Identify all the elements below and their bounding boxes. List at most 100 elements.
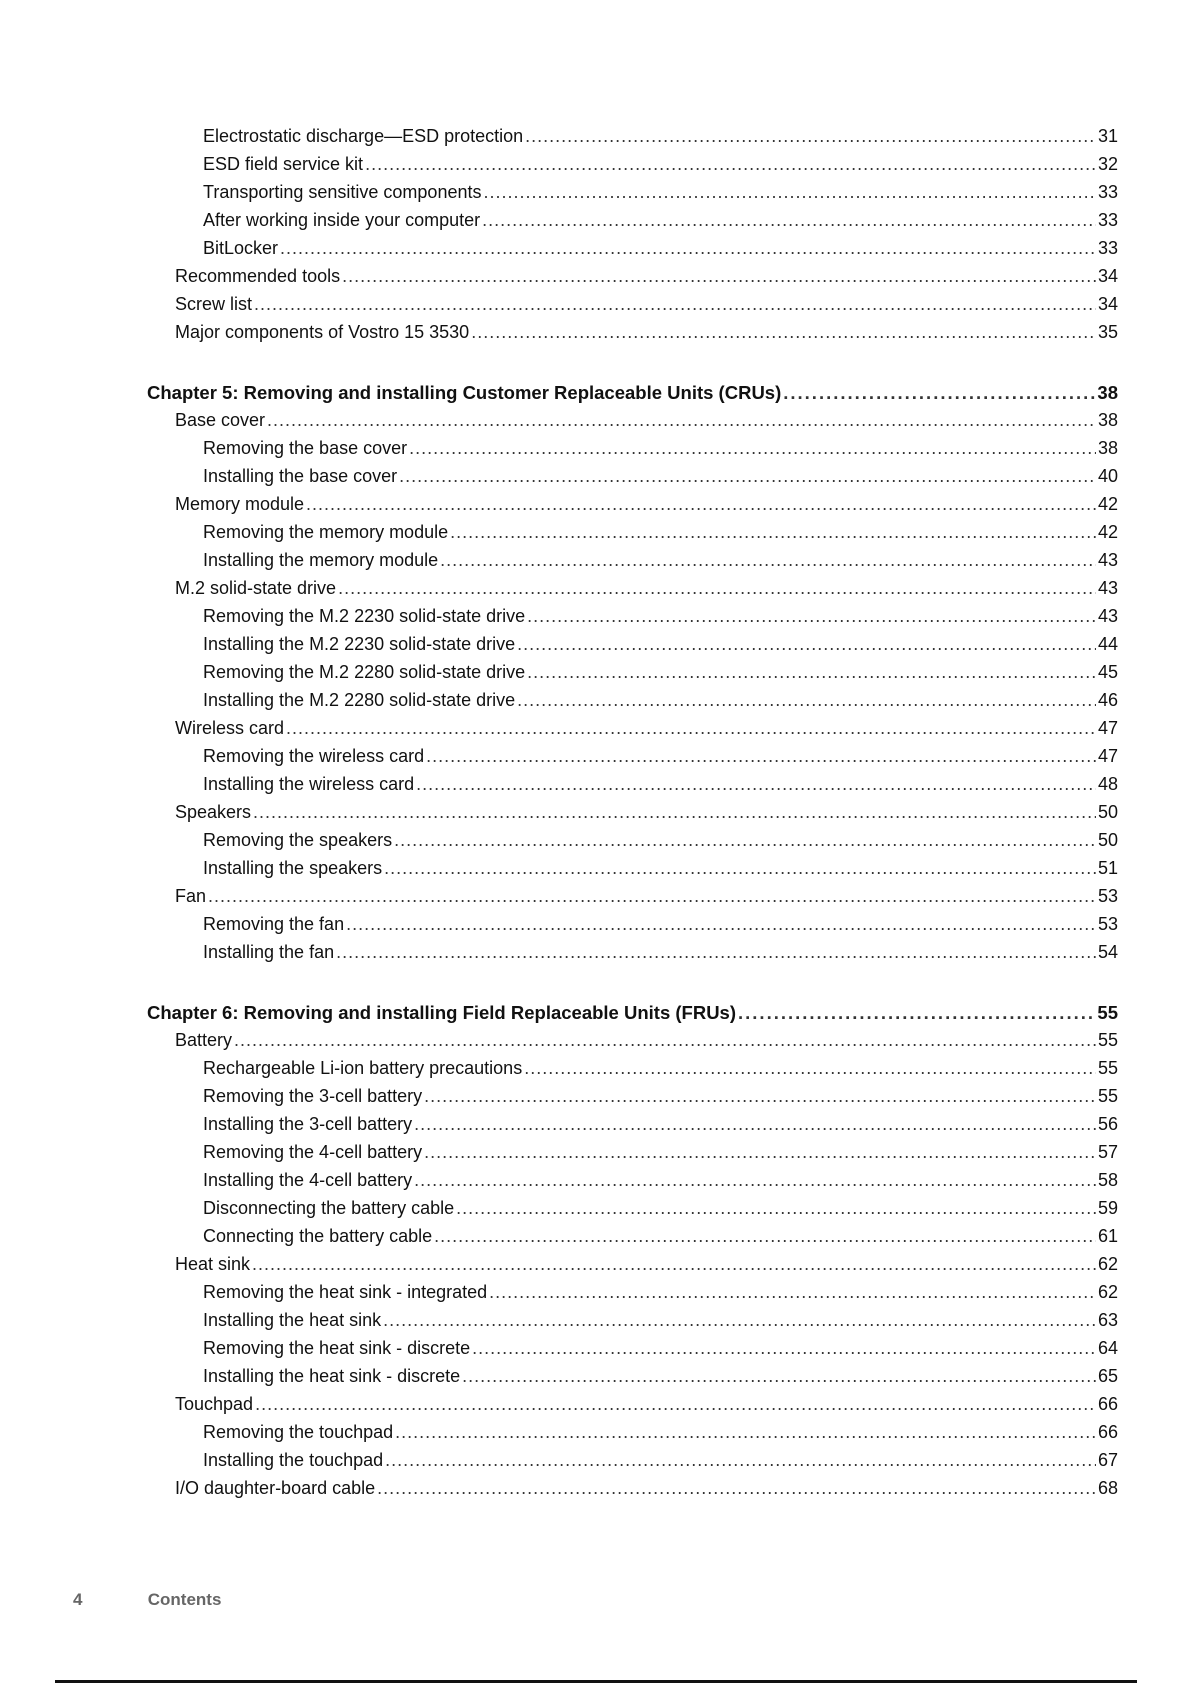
toc-entry-page: 64: [1097, 1338, 1118, 1358]
toc-entry[interactable]: Removing the M.2 2280 solid-state drive 4…: [147, 662, 1118, 690]
toc-entry-title: Removing the 4-cell battery: [203, 1142, 423, 1162]
dot-leader: [394, 830, 1096, 851]
toc-entry[interactable]: Connecting the battery cable 61: [147, 1226, 1118, 1254]
toc-entry-title: Connecting the battery cable: [203, 1226, 433, 1246]
page-footer: 4 Contents: [73, 1590, 221, 1610]
toc-entry[interactable]: Installing the heat sink - discrete 65: [147, 1366, 1118, 1394]
dot-leader: [527, 606, 1096, 627]
toc-entry-title: Removing the 3-cell battery: [203, 1086, 423, 1106]
toc-entry[interactable]: Installing the heat sink 63: [147, 1310, 1118, 1338]
toc-entry-title: Removing the M.2 2230 solid-state drive: [203, 606, 526, 626]
toc-entry[interactable]: Battery 55: [147, 1030, 1118, 1058]
dot-leader: [234, 1030, 1096, 1051]
toc-entry[interactable]: I/O daughter-board cable 68: [147, 1478, 1118, 1506]
toc-entry[interactable]: Major components of Vostro 15 3530 35: [147, 322, 1118, 350]
toc-entry[interactable]: Transporting sensitive components 33: [147, 182, 1118, 210]
toc-entry[interactable]: After working inside your computer 33: [147, 210, 1118, 238]
dot-leader: [471, 322, 1096, 343]
toc-entry[interactable]: Screw list 34: [147, 294, 1118, 322]
toc-entry[interactable]: Removing the memory module 42: [147, 522, 1118, 550]
dot-leader: [280, 238, 1096, 259]
toc-entry[interactable]: Rechargeable Li-ion battery precautions 5…: [147, 1058, 1118, 1086]
toc-entry-page: 53: [1097, 886, 1118, 906]
toc-entry[interactable]: Heat sink 62: [147, 1254, 1118, 1282]
dot-leader: [254, 294, 1096, 315]
toc-entry[interactable]: Fan 53: [147, 886, 1118, 914]
dot-leader: [208, 886, 1096, 907]
toc-entry[interactable]: Removing the 4-cell battery 57: [147, 1142, 1118, 1170]
toc-entry[interactable]: Removing the fan 53: [147, 914, 1118, 942]
toc-entry[interactable]: Installing the touchpad 67: [147, 1450, 1118, 1478]
toc-entry[interactable]: Removing the touchpad 66: [147, 1422, 1118, 1450]
dot-leader: [472, 1338, 1096, 1359]
dot-leader: [424, 1086, 1096, 1107]
bottom-rule: [55, 1680, 1137, 1683]
toc-entry-page: 33: [1097, 210, 1118, 230]
toc-entry[interactable]: Installing the memory module 43: [147, 550, 1118, 578]
toc-entry[interactable]: Installing the speakers 51: [147, 858, 1118, 886]
toc-entry-title: I/O daughter-board cable: [175, 1478, 376, 1498]
dot-leader: [399, 466, 1096, 487]
toc-entry-page: 54: [1097, 942, 1118, 962]
dot-leader: [365, 154, 1096, 175]
dot-leader: [342, 266, 1096, 287]
toc-entry-page: 50: [1097, 830, 1118, 850]
toc-entry-title: Chapter 6: Removing and installing Field…: [147, 1002, 737, 1023]
toc-entry[interactable]: Wireless card 47: [147, 718, 1118, 746]
toc-entry[interactable]: Installing the base cover 40: [147, 466, 1118, 494]
toc-entry[interactable]: BitLocker 33: [147, 238, 1118, 266]
toc-entry[interactable]: M.2 solid-state drive 43: [147, 578, 1118, 606]
toc-entry-page: 33: [1097, 238, 1118, 258]
footer-section-title: Contents: [147, 1590, 222, 1609]
toc-entry[interactable]: Disconnecting the battery cable 59: [147, 1198, 1118, 1226]
toc-entry-page: 67: [1097, 1450, 1118, 1470]
dot-leader: [286, 718, 1096, 739]
toc-entry-page: 63: [1097, 1310, 1118, 1330]
toc-entry[interactable]: Recommended tools 34: [147, 266, 1118, 294]
toc-entry[interactable]: Touchpad 66: [147, 1394, 1118, 1422]
toc-entry-title: Removing the wireless card: [203, 746, 425, 766]
dot-leader: [738, 1002, 1095, 1024]
toc-entry-page: 38: [1097, 382, 1118, 403]
dot-leader: [483, 182, 1095, 203]
toc-entry[interactable]: Removing the M.2 2230 solid-state drive 4…: [147, 606, 1118, 634]
toc-entry[interactable]: Electrostatic discharge—ESD protection 31: [147, 126, 1118, 154]
toc-entry-page: 43: [1097, 578, 1118, 598]
toc-entry[interactable]: Removing the wireless card 47: [147, 746, 1118, 774]
toc-entry-page: 47: [1097, 718, 1118, 738]
toc-entry-page: 65: [1097, 1366, 1118, 1386]
toc-entry-title: Installing the heat sink: [203, 1310, 382, 1330]
toc-entry-page: 43: [1097, 606, 1118, 626]
dot-leader: [336, 942, 1096, 963]
toc-entry[interactable]: Memory module 42: [147, 494, 1118, 522]
toc-entry[interactable]: Removing the heat sink - integrated 62: [147, 1282, 1118, 1310]
toc-entry[interactable]: Removing the 3-cell battery 55: [147, 1086, 1118, 1114]
toc-entry-title: Disconnecting the battery cable: [203, 1198, 455, 1218]
toc-entry[interactable]: Removing the heat sink - discrete 64: [147, 1338, 1118, 1366]
toc-entry[interactable]: Installing the 3-cell battery 56: [147, 1114, 1118, 1142]
toc-entry-title: Removing the memory module: [203, 522, 449, 542]
dot-leader: [525, 126, 1096, 147]
dot-leader: [414, 1114, 1096, 1135]
toc-entry-page: 38: [1097, 438, 1118, 458]
toc-entry-page: 46: [1097, 690, 1118, 710]
toc-entry[interactable]: Base cover 38: [147, 410, 1118, 438]
toc-entry[interactable]: Speakers 50: [147, 802, 1118, 830]
toc-entry-title: Installing the M.2 2230 solid-state driv…: [203, 634, 516, 654]
toc-entry[interactable]: Installing the M.2 2280 solid-state driv…: [147, 690, 1118, 718]
toc-entry[interactable]: Removing the speakers 50: [147, 830, 1118, 858]
table-of-contents: Electrostatic discharge—ESD protection 31…: [147, 126, 1118, 1506]
toc-entry[interactable]: Installing the M.2 2230 solid-state driv…: [147, 634, 1118, 662]
toc-entry-title: Installing the base cover: [203, 466, 398, 486]
toc-chapter-entry[interactable]: Chapter 5: Removing and installing Custo…: [147, 382, 1118, 410]
toc-entry-page: 48: [1097, 774, 1118, 794]
toc-entry-page: 38: [1097, 410, 1118, 430]
toc-chapter-entry[interactable]: Chapter 6: Removing and installing Field…: [147, 1002, 1118, 1030]
toc-entry[interactable]: Installing the fan 54: [147, 942, 1118, 970]
toc-entry[interactable]: Removing the base cover 38: [147, 438, 1118, 466]
toc-entry[interactable]: Installing the wireless card 48: [147, 774, 1118, 802]
toc-entry-page: 66: [1097, 1422, 1118, 1442]
toc-entry[interactable]: Installing the 4-cell battery 58: [147, 1170, 1118, 1198]
toc-entry[interactable]: ESD field service kit 32: [147, 154, 1118, 182]
toc-entry-page: 47: [1097, 746, 1118, 766]
